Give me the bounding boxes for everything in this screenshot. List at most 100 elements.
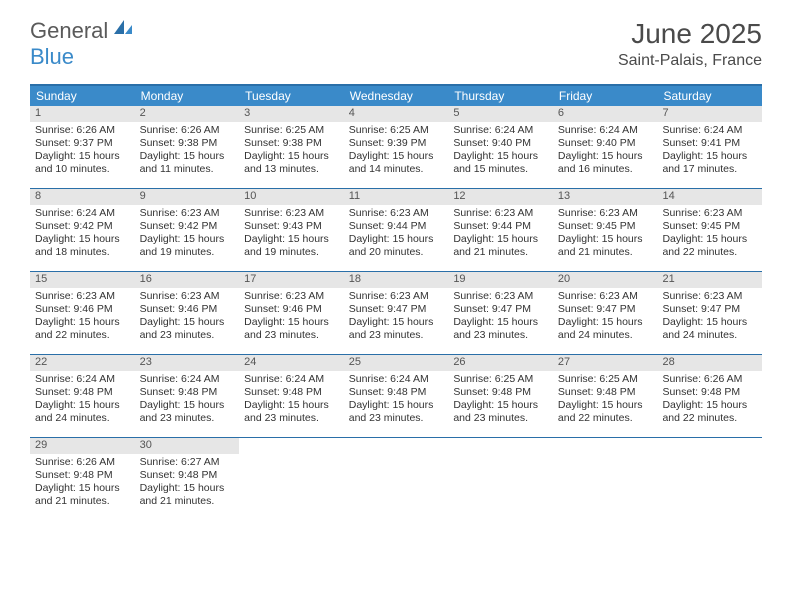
day-content: Sunrise: 6:23 AMSunset: 9:47 PMDaylight:… — [448, 290, 553, 347]
title-block: June 2025 Saint-Palais, France — [618, 18, 762, 70]
sunrise-text: Sunrise: 6:23 AM — [140, 207, 235, 220]
day-content: Sunrise: 6:24 AMSunset: 9:48 PMDaylight:… — [239, 373, 344, 430]
daylight-text: Daylight: 15 hours and 19 minutes. — [140, 233, 235, 259]
day-content: Sunrise: 6:26 AMSunset: 9:48 PMDaylight:… — [30, 456, 135, 513]
day-content: Sunrise: 6:24 AMSunset: 9:48 PMDaylight:… — [344, 373, 449, 430]
daylight-text: Daylight: 15 hours and 20 minutes. — [349, 233, 444, 259]
daylight-text: Daylight: 15 hours and 24 minutes. — [558, 316, 653, 342]
day-cell: 18Sunrise: 6:23 AMSunset: 9:47 PMDayligh… — [344, 272, 449, 354]
day-cell: 30Sunrise: 6:27 AMSunset: 9:48 PMDayligh… — [135, 438, 240, 520]
daylight-text: Daylight: 15 hours and 22 minutes. — [662, 399, 757, 425]
day-cell — [448, 438, 553, 520]
sunset-text: Sunset: 9:39 PM — [349, 137, 444, 150]
day-content: Sunrise: 6:24 AMSunset: 9:41 PMDaylight:… — [657, 124, 762, 181]
day-content: Sunrise: 6:23 AMSunset: 9:46 PMDaylight:… — [135, 290, 240, 347]
calendar: Sunday Monday Tuesday Wednesday Thursday… — [30, 84, 762, 520]
day-content: Sunrise: 6:25 AMSunset: 9:39 PMDaylight:… — [344, 124, 449, 181]
sunrise-text: Sunrise: 6:23 AM — [349, 207, 444, 220]
sunrise-text: Sunrise: 6:23 AM — [453, 207, 548, 220]
sunrise-text: Sunrise: 6:25 AM — [349, 124, 444, 137]
sunset-text: Sunset: 9:40 PM — [558, 137, 653, 150]
day-cell — [657, 438, 762, 520]
day-header-mon: Monday — [135, 86, 240, 106]
day-content: Sunrise: 6:25 AMSunset: 9:38 PMDaylight:… — [239, 124, 344, 181]
sunset-text: Sunset: 9:48 PM — [453, 386, 548, 399]
daylight-text: Daylight: 15 hours and 24 minutes. — [662, 316, 757, 342]
sunset-text: Sunset: 9:48 PM — [662, 386, 757, 399]
sunset-text: Sunset: 9:45 PM — [558, 220, 653, 233]
week-row: 1Sunrise: 6:26 AMSunset: 9:37 PMDaylight… — [30, 106, 762, 189]
week-row: 8Sunrise: 6:24 AMSunset: 9:42 PMDaylight… — [30, 189, 762, 272]
day-content: Sunrise: 6:23 AMSunset: 9:44 PMDaylight:… — [344, 207, 449, 264]
day-cell: 8Sunrise: 6:24 AMSunset: 9:42 PMDaylight… — [30, 189, 135, 271]
day-header-thu: Thursday — [448, 86, 553, 106]
daylight-text: Daylight: 15 hours and 14 minutes. — [349, 150, 444, 176]
daylight-text: Daylight: 15 hours and 23 minutes. — [453, 399, 548, 425]
day-content: Sunrise: 6:24 AMSunset: 9:40 PMDaylight:… — [553, 124, 658, 181]
day-cell: 20Sunrise: 6:23 AMSunset: 9:47 PMDayligh… — [553, 272, 658, 354]
sunrise-text: Sunrise: 6:24 AM — [35, 373, 130, 386]
sunset-text: Sunset: 9:42 PM — [35, 220, 130, 233]
day-number: 26 — [448, 355, 553, 371]
sunrise-text: Sunrise: 6:23 AM — [140, 290, 235, 303]
sunset-text: Sunset: 9:40 PM — [453, 137, 548, 150]
day-number: 27 — [553, 355, 658, 371]
daylight-text: Daylight: 15 hours and 21 minutes. — [453, 233, 548, 259]
day-content: Sunrise: 6:23 AMSunset: 9:45 PMDaylight:… — [657, 207, 762, 264]
sunrise-text: Sunrise: 6:26 AM — [662, 373, 757, 386]
daylight-text: Daylight: 15 hours and 23 minutes. — [453, 316, 548, 342]
sunset-text: Sunset: 9:42 PM — [140, 220, 235, 233]
day-number: 14 — [657, 189, 762, 205]
sunset-text: Sunset: 9:48 PM — [244, 386, 339, 399]
daylight-text: Daylight: 15 hours and 15 minutes. — [453, 150, 548, 176]
day-cell: 5Sunrise: 6:24 AMSunset: 9:40 PMDaylight… — [448, 106, 553, 188]
daylight-text: Daylight: 15 hours and 23 minutes. — [140, 316, 235, 342]
day-content: Sunrise: 6:23 AMSunset: 9:47 PMDaylight:… — [657, 290, 762, 347]
day-content: Sunrise: 6:27 AMSunset: 9:48 PMDaylight:… — [135, 456, 240, 513]
sunset-text: Sunset: 9:47 PM — [558, 303, 653, 316]
day-number: 1 — [30, 106, 135, 122]
day-cell: 19Sunrise: 6:23 AMSunset: 9:47 PMDayligh… — [448, 272, 553, 354]
sunrise-text: Sunrise: 6:23 AM — [558, 290, 653, 303]
daylight-text: Daylight: 15 hours and 21 minutes. — [35, 482, 130, 508]
sunrise-text: Sunrise: 6:23 AM — [558, 207, 653, 220]
sunrise-text: Sunrise: 6:25 AM — [558, 373, 653, 386]
sunrise-text: Sunrise: 6:23 AM — [662, 207, 757, 220]
day-cell: 4Sunrise: 6:25 AMSunset: 9:39 PMDaylight… — [344, 106, 449, 188]
day-cell: 13Sunrise: 6:23 AMSunset: 9:45 PMDayligh… — [553, 189, 658, 271]
sunset-text: Sunset: 9:47 PM — [453, 303, 548, 316]
daylight-text: Daylight: 15 hours and 22 minutes. — [558, 399, 653, 425]
daylight-text: Daylight: 15 hours and 24 minutes. — [35, 399, 130, 425]
day-number: 10 — [239, 189, 344, 205]
day-number: 11 — [344, 189, 449, 205]
day-header-tue: Tuesday — [239, 86, 344, 106]
day-cell: 15Sunrise: 6:23 AMSunset: 9:46 PMDayligh… — [30, 272, 135, 354]
daylight-text: Daylight: 15 hours and 23 minutes. — [244, 316, 339, 342]
sunrise-text: Sunrise: 6:24 AM — [349, 373, 444, 386]
sunset-text: Sunset: 9:47 PM — [662, 303, 757, 316]
sunset-text: Sunset: 9:38 PM — [244, 137, 339, 150]
sunrise-text: Sunrise: 6:24 AM — [453, 124, 548, 137]
day-header-wed: Wednesday — [344, 86, 449, 106]
sunrise-text: Sunrise: 6:23 AM — [662, 290, 757, 303]
day-number: 25 — [344, 355, 449, 371]
daylight-text: Daylight: 15 hours and 22 minutes. — [35, 316, 130, 342]
day-cell: 22Sunrise: 6:24 AMSunset: 9:48 PMDayligh… — [30, 355, 135, 437]
day-cell: 9Sunrise: 6:23 AMSunset: 9:42 PMDaylight… — [135, 189, 240, 271]
sunset-text: Sunset: 9:48 PM — [558, 386, 653, 399]
daylight-text: Daylight: 15 hours and 23 minutes. — [140, 399, 235, 425]
day-cell: 11 Sunrise: 6:23 AMSunset: 9:44 PMDayligh… — [344, 189, 449, 271]
sunrise-text: Sunrise: 6:24 AM — [35, 207, 130, 220]
day-number: 15 — [30, 272, 135, 288]
sunset-text: Sunset: 9:41 PM — [662, 137, 757, 150]
day-content: Sunrise: 6:23 AMSunset: 9:45 PMDaylight:… — [553, 207, 658, 264]
sunrise-text: Sunrise: 6:23 AM — [244, 207, 339, 220]
sunrise-text: Sunrise: 6:23 AM — [349, 290, 444, 303]
day-number: 23 — [135, 355, 240, 371]
day-number: 7 — [657, 106, 762, 122]
daylight-text: Daylight: 15 hours and 16 minutes. — [558, 150, 653, 176]
day-header-row: Sunday Monday Tuesday Wednesday Thursday… — [30, 86, 762, 106]
day-cell: 28Sunrise: 6:26 AMSunset: 9:48 PMDayligh… — [657, 355, 762, 437]
daylight-text: Daylight: 15 hours and 18 minutes. — [35, 233, 130, 259]
day-header-fri: Friday — [553, 86, 658, 106]
